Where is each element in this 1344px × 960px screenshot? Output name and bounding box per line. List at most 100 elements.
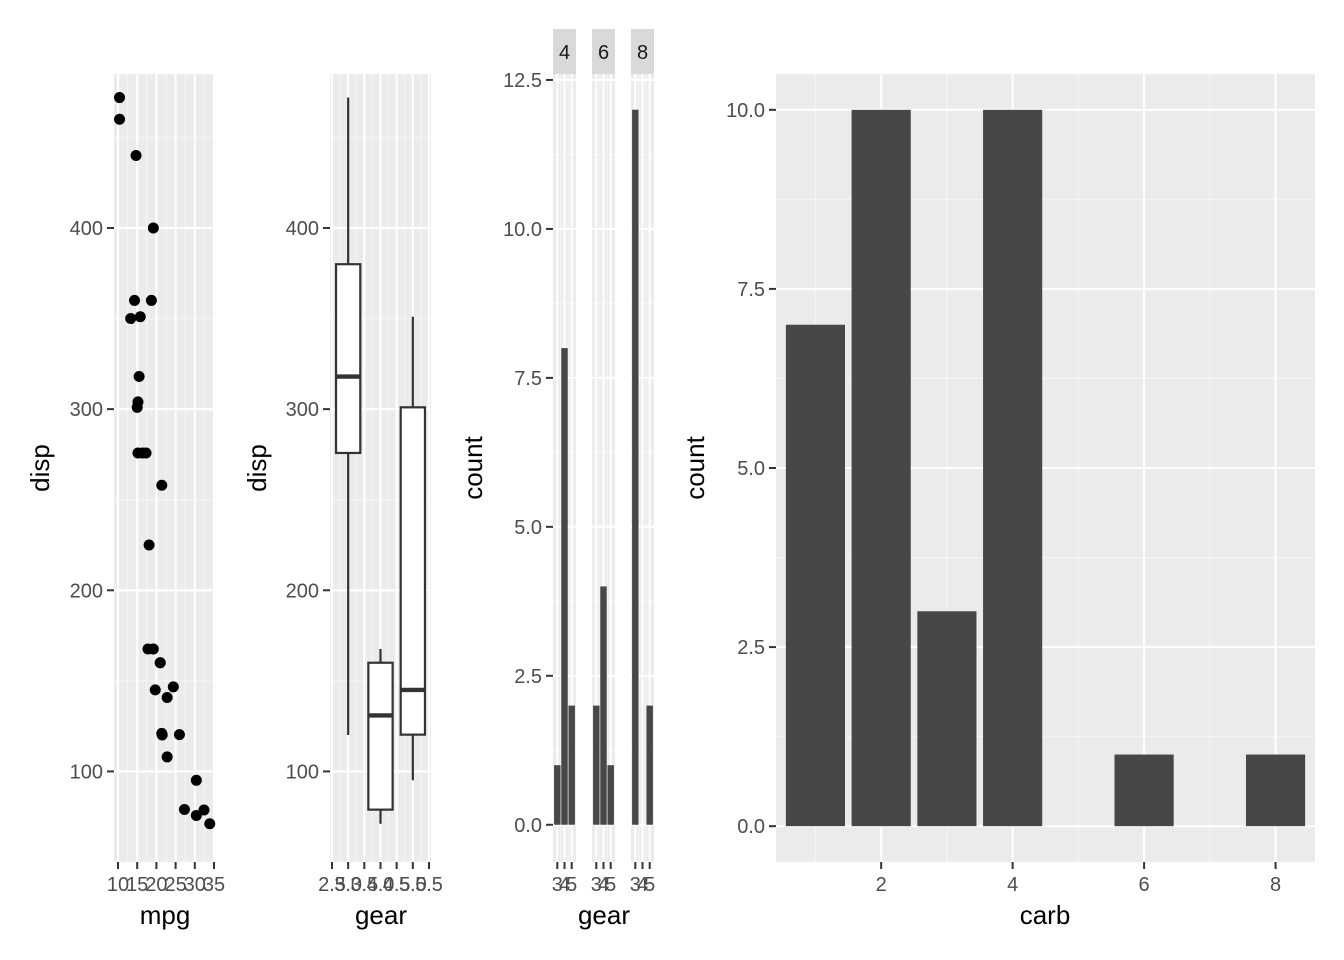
scatter-x-tick-label: 30 — [184, 874, 206, 896]
scatter-point — [190, 774, 202, 786]
carb-x-tick-label: 4 — [1007, 874, 1018, 896]
carb-y-tick-label: 7.5 — [737, 279, 765, 301]
boxplot-y-tick-label: 100 — [286, 761, 319, 783]
facet-strip — [553, 29, 576, 74]
facet-x-tick-label: 4 — [598, 874, 609, 896]
scatter-point — [154, 657, 166, 669]
boxplot-y-tick-label: 400 — [286, 218, 319, 240]
facet-bar — [593, 705, 600, 825]
carb-bar — [785, 324, 846, 827]
faceted-bar-y-tick-label: 0.0 — [514, 815, 542, 837]
facet-bar — [607, 765, 614, 825]
facet-strip — [592, 29, 615, 74]
facet-strip-label: 4 — [559, 42, 570, 64]
boxplot-y-tick-label: 300 — [286, 399, 319, 421]
carb-x-tick-label: 6 — [1139, 874, 1150, 896]
carb-x-tick-label: 2 — [876, 874, 887, 896]
carb-x-tick-label: 8 — [1270, 874, 1281, 896]
facet-strip — [631, 29, 654, 74]
carb-bar — [983, 109, 1043, 827]
boxplot-x-tick-label: 3.5 — [350, 874, 378, 896]
scatter-point — [204, 818, 216, 830]
boxplot-y-axis-title: disp — [242, 444, 272, 492]
scatter-point — [114, 113, 126, 125]
facet-x-tick-label: 4 — [637, 874, 648, 896]
facet-x-tick-label: 5 — [605, 874, 616, 896]
boxplot-y-tick-label: 200 — [286, 580, 319, 602]
boxplot-x-tick-label: 2.5 — [318, 874, 346, 896]
scatter-point — [125, 313, 137, 325]
scatter-y-axis-title: disp — [25, 444, 55, 492]
scatter-y-tick-label: 300 — [70, 399, 103, 421]
scatter-point — [161, 751, 173, 763]
scatter-x-tick-label: 20 — [145, 874, 167, 896]
faceted-bar-x-axis-title: gear — [578, 900, 630, 930]
scatter-x-axis-title: mpg — [140, 900, 191, 930]
facet-bar — [600, 586, 607, 825]
facet-bar — [554, 765, 561, 825]
boxplot-x-tick-label: 4.5 — [383, 874, 411, 896]
facet-strip-label: 6 — [598, 42, 609, 64]
scatter-x-tick-label: 15 — [126, 874, 148, 896]
faceted-bar-y-tick-label: 10.0 — [503, 219, 542, 241]
scatter-x-tick-label: 25 — [164, 874, 186, 896]
scatter-point — [149, 684, 161, 696]
boxplot-x-tick-label: 5.0 — [399, 874, 427, 896]
scatter-point — [140, 447, 152, 459]
scatter-point — [178, 803, 190, 815]
boxplot-x-axis-title: gear — [355, 900, 407, 930]
carb-bar — [1114, 754, 1174, 827]
carb-bar-y-axis-title: count — [680, 435, 710, 499]
faceted-bar-y-axis-title: count — [458, 435, 488, 499]
scatter-point — [129, 294, 141, 306]
scatter-point — [198, 804, 210, 816]
carb-bar-panel: 0.0 2.5 5.0 7.5 10.0 2 4 6 8 carb count — [680, 74, 1315, 930]
facet-x-tick-label: 4 — [559, 874, 570, 896]
facet-bar — [646, 705, 653, 825]
boxplot-x-tick-label: 3.0 — [334, 874, 362, 896]
scatter-point — [167, 681, 179, 693]
scatter-point — [114, 92, 126, 104]
carb-bar — [851, 109, 911, 827]
faceted-bar-y-tick-label: 2.5 — [514, 666, 542, 688]
scatter-x-tick-label: 10 — [107, 874, 129, 896]
scatter-point — [147, 643, 159, 655]
carb-bar — [917, 611, 977, 827]
scatter-point — [134, 311, 146, 323]
scatter-point — [173, 729, 185, 741]
scatter-point — [161, 692, 173, 704]
scatter-point — [147, 222, 159, 234]
scatter-point — [143, 539, 155, 551]
carb-bar-x-axis-title: carb — [1020, 900, 1071, 930]
facet-x-tick-label: 5 — [566, 874, 577, 896]
boxplot-panel: 100 200 300 400 2.53.03.54.04.55.05.5 gear d… — [242, 74, 443, 930]
scatter-point — [132, 447, 144, 459]
faceted-bar-y-tick-label: 5.0 — [514, 517, 542, 539]
box-iqr — [399, 406, 427, 736]
facet-bar — [632, 109, 639, 825]
facet-strip-label: 8 — [637, 42, 648, 64]
carb-y-tick-label: 0.0 — [737, 816, 765, 838]
scatter-x-tick-label: 35 — [203, 874, 225, 896]
scatter-y-tick-label: 100 — [70, 761, 103, 783]
facet-x-tick-label: 3 — [552, 874, 563, 896]
scatter-point — [156, 479, 168, 491]
scatter-point — [133, 371, 145, 383]
scatter-point — [130, 150, 142, 162]
scatter-point — [190, 809, 202, 821]
faceted-bar-y-tick-label: 7.5 — [514, 368, 542, 390]
scatter-point — [131, 401, 143, 413]
boxplot-x-tick-label: 4.0 — [367, 874, 395, 896]
facet-x-tick-label: 5 — [644, 874, 655, 896]
carb-y-tick-label: 2.5 — [737, 637, 765, 659]
boxplot-x-tick-label: 5.5 — [415, 874, 443, 896]
carb-y-tick-label: 10.0 — [726, 100, 765, 122]
box-iqr — [367, 661, 394, 811]
scatter-y-tick-label: 400 — [70, 218, 103, 240]
scatter-point — [156, 727, 168, 739]
carb-y-tick-label: 5.0 — [737, 458, 765, 480]
scatter-point — [145, 294, 157, 306]
